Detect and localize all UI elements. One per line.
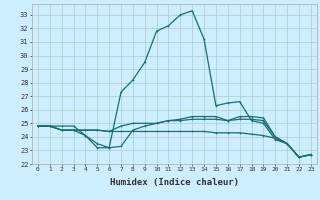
X-axis label: Humidex (Indice chaleur): Humidex (Indice chaleur) <box>110 178 239 187</box>
